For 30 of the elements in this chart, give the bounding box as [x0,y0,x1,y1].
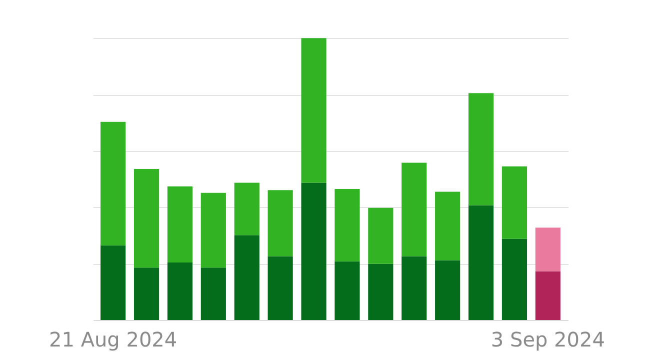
bar [100,245,126,320]
bar [301,38,326,183]
bar [435,192,460,260]
bar [268,190,293,256]
bar [468,205,494,320]
x-tick-label: 3 Sep 2024 [490,328,605,352]
bar [402,256,427,320]
bar [301,182,326,320]
bar [334,261,360,320]
bar [200,268,226,320]
bar [234,235,260,320]
bar [402,162,427,256]
bar [134,268,160,320]
bar [234,182,260,236]
bar [134,168,160,268]
bar [502,238,528,320]
bar [368,264,394,320]
bar [167,262,193,320]
bar [334,188,360,262]
bar [435,260,460,320]
x-tick-label: 21 Aug 2024 [49,328,178,352]
bar [535,228,560,272]
bar [502,166,528,239]
bar [268,256,293,320]
bar [200,192,226,268]
bar [100,122,126,246]
bar [167,186,193,263]
bar [368,208,394,264]
bar [535,271,560,320]
bar [468,93,494,206]
